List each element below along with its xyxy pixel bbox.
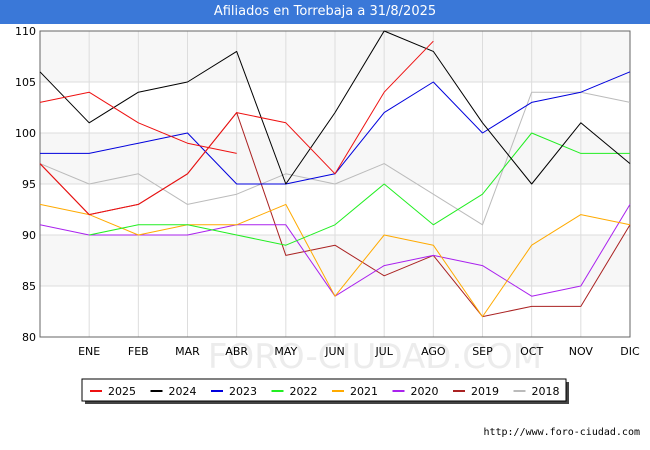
legend-label-2019: 2019 xyxy=(471,385,499,398)
legend-label-2018: 2018 xyxy=(532,385,560,398)
legend-box xyxy=(81,378,567,402)
legend-label-2023: 2023 xyxy=(229,385,257,398)
series-line-2024 xyxy=(39,30,631,185)
x-tick-label: JUL xyxy=(374,345,393,358)
chart-title: Afiliados en Torrebaja a 31/8/2025 xyxy=(0,0,650,24)
y-tick-label: 95 xyxy=(22,178,36,191)
x-tick-label: SEP xyxy=(472,345,493,358)
y-tick-label: 100 xyxy=(15,127,36,140)
x-tick-label: OCT xyxy=(520,345,543,358)
x-tick-label: JUN xyxy=(324,345,345,358)
plot-frame xyxy=(39,30,631,338)
y-tick-label: 85 xyxy=(22,280,36,293)
legend-label-2025: 2025 xyxy=(108,385,136,398)
legend-label-2020: 2020 xyxy=(411,385,439,398)
legend-label-2024: 2024 xyxy=(169,385,197,398)
watermark-text: FORO-CIUDAD.COM xyxy=(208,337,542,377)
x-tick-label: DIC xyxy=(620,345,640,358)
series-line-2022 xyxy=(89,132,630,246)
y-tick-label: 105 xyxy=(15,76,36,89)
series-line-2025-current xyxy=(39,40,434,216)
y-tick-label: 110 xyxy=(15,25,36,38)
x-tick-label: FEB xyxy=(128,345,149,358)
legend-label-2022: 2022 xyxy=(290,385,318,398)
x-tick-label: MAY xyxy=(274,345,297,358)
x-tick-label: NOV xyxy=(569,345,594,358)
series-line-2021 xyxy=(39,203,631,318)
series-line-2018 xyxy=(39,91,631,226)
y-tick-label: 80 xyxy=(22,331,36,344)
footer-url[interactable]: http://www.foro-ciudad.com xyxy=(483,427,640,438)
y-tick-label: 90 xyxy=(22,229,36,242)
legend-label-2021: 2021 xyxy=(350,385,378,398)
x-tick-label: ENE xyxy=(78,345,100,358)
series-line-2025 xyxy=(39,91,237,154)
x-tick-label: MAR xyxy=(175,345,200,358)
x-tick-label: AGO xyxy=(421,345,446,358)
x-tick-label: ABR xyxy=(225,345,248,358)
